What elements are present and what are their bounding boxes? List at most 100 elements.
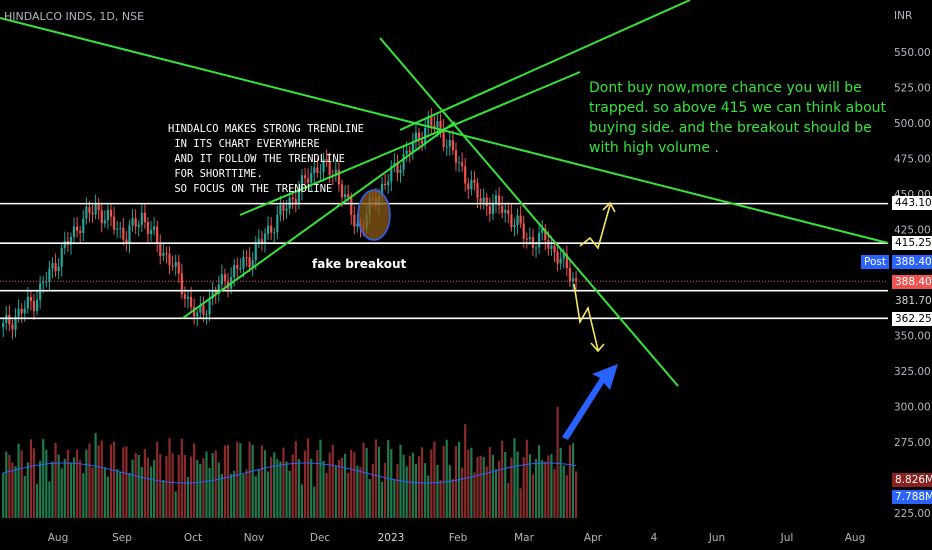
- volume-bar: [91, 467, 94, 518]
- candle-body: [405, 150, 408, 155]
- candle-body: [574, 278, 578, 282]
- candle-body: [285, 208, 288, 211]
- candle-body: [454, 150, 458, 163]
- candle-body: [266, 225, 270, 234]
- volume-bar: [371, 463, 374, 518]
- fake-breakout-circle: [357, 189, 391, 241]
- candle-body: [433, 125, 436, 128]
- candle-body: [29, 296, 33, 302]
- candle-body: [553, 245, 556, 253]
- volume-bar: [568, 445, 572, 518]
- candle-body: [162, 253, 165, 256]
- candle-body: [128, 225, 131, 244]
- volume-bar: [307, 438, 310, 518]
- candle-body: [63, 240, 66, 248]
- yellow-up-arrow-head: [602, 201, 616, 213]
- candle-body: [263, 233, 267, 243]
- annotation-marks: [357, 189, 618, 440]
- candle-body: [307, 178, 310, 183]
- volume-bar: [374, 439, 377, 518]
- volume-bar: [276, 459, 279, 518]
- x-tick-label: Mar: [514, 532, 534, 544]
- candle-body: [399, 169, 402, 173]
- candle-body: [153, 226, 156, 230]
- volume-bar: [143, 449, 146, 518]
- candle-body: [79, 230, 82, 233]
- candle-body: [541, 228, 544, 233]
- last-price-badge: 388.40: [892, 275, 932, 289]
- volume-bar: [260, 445, 264, 518]
- candle-body: [510, 214, 513, 228]
- volume-bar: [433, 441, 436, 518]
- x-tick-label: Apr: [584, 532, 603, 544]
- volume-bar: [476, 456, 479, 518]
- candle-body: [430, 116, 433, 126]
- candle-body: [174, 261, 177, 267]
- volume-bar: [525, 439, 528, 518]
- volume-bar: [35, 484, 39, 518]
- volume-bar: [270, 457, 273, 518]
- candle-body: [513, 225, 516, 228]
- volume-bar: [488, 447, 491, 518]
- volume-bar: [183, 454, 187, 518]
- volume-bar: [356, 465, 359, 518]
- currency-label: INR: [894, 10, 913, 22]
- volume-bar: [57, 454, 60, 518]
- volume-bar: [384, 462, 387, 518]
- candle-body: [85, 207, 88, 219]
- volume-bar: [196, 459, 199, 518]
- candle-body: [294, 199, 297, 204]
- volume-bar: [473, 472, 476, 518]
- candle-body: [245, 257, 248, 259]
- candle-body: [2, 322, 5, 328]
- volume-bar: [2, 473, 5, 518]
- volume-bar: [380, 481, 384, 518]
- candle-body: [35, 299, 39, 311]
- volume-bar: [116, 469, 119, 518]
- candle-body: [39, 283, 42, 300]
- volume-bar: [254, 476, 257, 518]
- candle-body: [411, 141, 414, 153]
- candle-body: [519, 215, 522, 224]
- yellow-up-arrow: [579, 204, 611, 250]
- candle-body: [97, 204, 100, 211]
- volume-bar: [26, 462, 29, 518]
- candle-body: [334, 169, 337, 176]
- candle-body: [473, 180, 476, 183]
- candle-body: [300, 175, 304, 191]
- candle-body: [488, 206, 491, 214]
- volume-bar: [257, 469, 260, 518]
- candle-body: [42, 282, 45, 284]
- candle-body: [337, 169, 341, 185]
- candle-body: [193, 306, 196, 317]
- candle-body: [177, 261, 180, 274]
- volume-bar: [414, 463, 418, 518]
- x-tick-label: Aug: [48, 532, 69, 544]
- volume-bar: [343, 453, 347, 518]
- candle-body: [436, 121, 439, 128]
- candle-body: [343, 194, 347, 198]
- x-tick-label: Nov: [244, 532, 265, 544]
- volume-bar: [417, 456, 421, 518]
- volume-bar: [550, 453, 553, 518]
- candle-body: [131, 218, 134, 226]
- volume-bar: [528, 454, 531, 518]
- volume-bar: [220, 473, 223, 518]
- volume-bar: [69, 462, 73, 518]
- candle-body: [565, 253, 568, 268]
- volume-bar: [368, 479, 371, 518]
- volume-bar: [236, 441, 239, 518]
- candle-body: [516, 215, 519, 226]
- candle-body: [544, 228, 547, 241]
- volume-bar: [66, 450, 69, 518]
- yellow-down-arrow-head: [590, 342, 605, 353]
- advice-note: Dont buy now,more chance you will be tra…: [589, 80, 887, 156]
- candle-body: [485, 197, 488, 207]
- time-axis: Aug Sep Oct Nov Dec 2023 Feb Mar Apr 4 Jun Jul Aug: [48, 532, 866, 544]
- candle-body: [69, 237, 73, 245]
- volume-bar: [153, 460, 156, 518]
- candle-body: [109, 209, 113, 217]
- candle-body: [72, 226, 76, 238]
- candle-body: [180, 273, 183, 295]
